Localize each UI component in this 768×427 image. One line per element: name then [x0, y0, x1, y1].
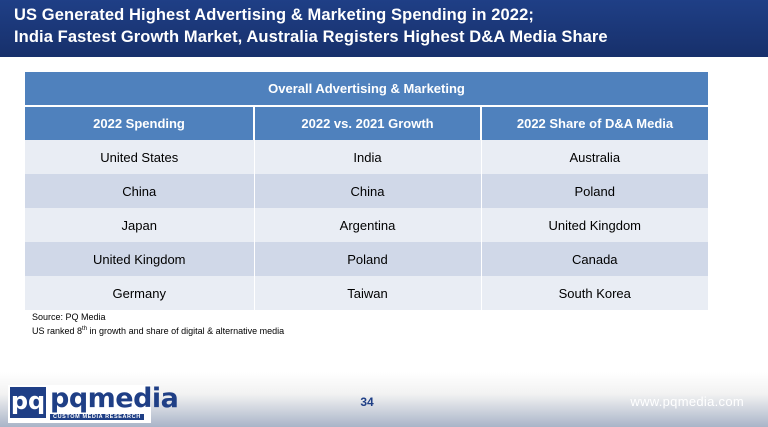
- footnote-text-pre: US ranked 8: [32, 326, 83, 336]
- table-cell: South Korea: [480, 276, 709, 310]
- rankings-table: Overall Advertising & Marketing 2022 Spe…: [25, 72, 709, 310]
- table-cell: United Kingdom: [25, 242, 254, 276]
- footnote: US ranked 8th in growth and share of dig…: [32, 324, 284, 338]
- table-cell: Japan: [25, 208, 254, 242]
- table-cell: China: [25, 174, 254, 208]
- website-url: www.pqmedia.com: [630, 394, 744, 409]
- footnote-text-post: in growth and share of digital & alterna…: [87, 326, 285, 336]
- table-cell: Canada: [480, 242, 709, 276]
- table-cell: Poland: [253, 242, 481, 276]
- table-row: Japan Argentina United Kingdom: [25, 208, 709, 242]
- column-header-growth: 2022 vs. 2021 Growth: [253, 106, 481, 140]
- notes: Source: PQ Media US ranked 8th in growth…: [32, 310, 284, 338]
- table-cell: Germany: [25, 276, 254, 310]
- pqmedia-logo: pq pqmedia CUSTOM MEDIA RESEARCH: [8, 383, 179, 423]
- column-header-spending: 2022 Spending: [25, 106, 254, 140]
- table-cell: Argentina: [253, 208, 481, 242]
- table-cell: Poland: [480, 174, 709, 208]
- logo-name: pqmedia: [50, 383, 179, 414]
- source-note: Source: PQ Media: [32, 312, 106, 322]
- table-cell: Taiwan: [253, 276, 481, 310]
- footnote-superscript: th: [82, 326, 88, 332]
- table-row: China China Poland: [25, 174, 709, 208]
- table-cell: United States: [25, 140, 254, 174]
- table-row: United Kingdom Poland Canada: [25, 242, 709, 276]
- page-number: 34: [360, 395, 374, 409]
- slide-title-line-2: India Fastest Growth Market, Australia R…: [14, 28, 608, 46]
- table-cell: United Kingdom: [480, 208, 709, 242]
- table-group-header: Overall Advertising & Marketing: [25, 72, 709, 107]
- table-cell: India: [253, 140, 481, 174]
- logo-tagline: CUSTOM MEDIA RESEARCH: [50, 414, 144, 420]
- table-header-row: 2022 Spending 2022 vs. 2021 Growth 2022 …: [25, 106, 709, 140]
- table-cell: Australia: [480, 140, 709, 174]
- column-header-da-share: 2022 Share of D&A Media: [479, 106, 709, 140]
- slide-title-line-1: US Generated Highest Advertising & Marke…: [14, 6, 534, 24]
- table-row: Germany Taiwan South Korea: [25, 276, 709, 310]
- table-group-header-row: Overall Advertising & Marketing: [25, 72, 709, 107]
- table-row: United States India Australia: [25, 140, 709, 174]
- table-cell: China: [253, 174, 481, 208]
- logo-mark: pq: [10, 387, 46, 418]
- title-bar: US Generated Highest Advertising & Marke…: [0, 0, 768, 57]
